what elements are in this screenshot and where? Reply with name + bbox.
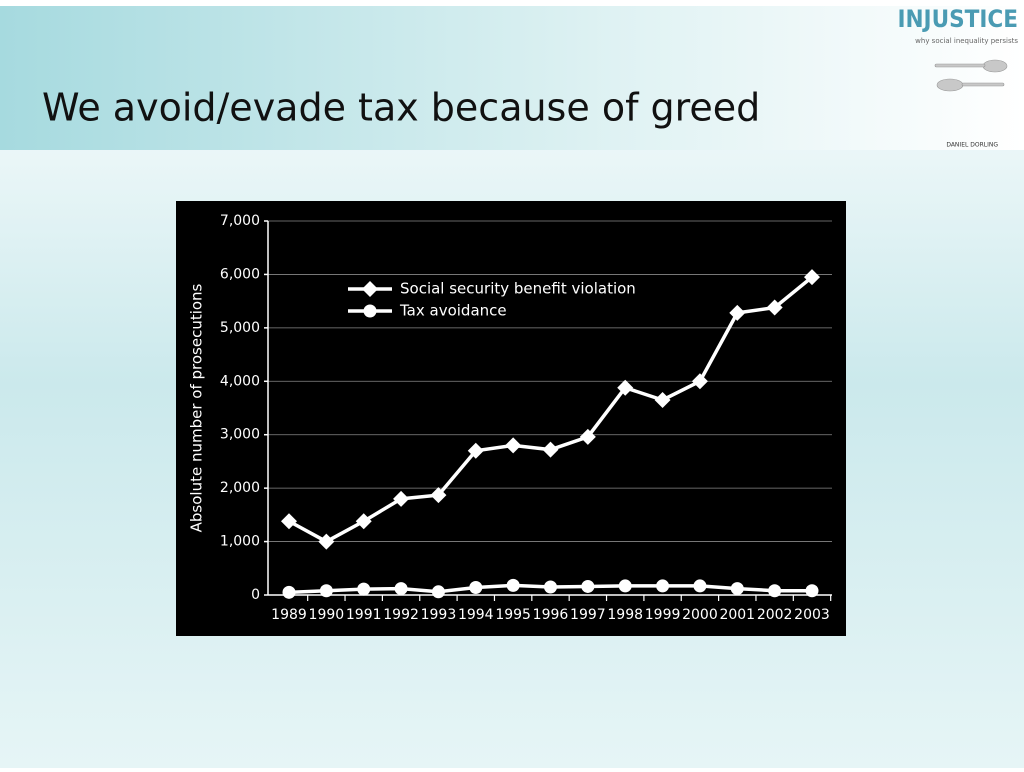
marker: [618, 579, 632, 593]
marker: [357, 582, 371, 596]
marker: [617, 379, 634, 396]
marker: [544, 580, 557, 594]
x-tick-label: 1999: [645, 607, 681, 623]
x-tick-label: 2002: [757, 607, 793, 623]
marker: [656, 579, 670, 593]
marker: [579, 428, 596, 445]
y-tick-label: 7,000: [220, 213, 260, 229]
y-tick-label: 2,000: [220, 480, 260, 496]
marker: [430, 487, 447, 504]
marker: [363, 304, 377, 318]
marker: [691, 373, 708, 390]
chart: 0 1,000 2,000 3,000 4,000 5,000 6,000 7,000 Abso…: [188, 213, 832, 623]
x-tick-label: 2001: [719, 607, 755, 623]
marker: [467, 442, 484, 459]
marker: [804, 269, 820, 286]
x-tick-label: 1997: [570, 607, 606, 623]
y-tick-label: 6,000: [220, 266, 260, 282]
marker: [431, 585, 445, 599]
x-tick-label: 1993: [421, 607, 457, 623]
tagline: why social inequality persists: [915, 37, 1018, 45]
marker: [362, 281, 378, 297]
marker: [318, 533, 335, 550]
x-tick-label: 1992: [383, 607, 419, 623]
banner: [0, 0, 1024, 150]
marker: [581, 579, 595, 593]
marker: [355, 513, 372, 530]
marker: [505, 437, 522, 454]
marker: [654, 391, 671, 408]
y-tick-label: 3,000: [220, 427, 260, 443]
x-tick-label: 1989: [271, 607, 307, 623]
x-tick-label: 2000: [682, 607, 718, 623]
y-tick-label: 5,000: [220, 320, 260, 336]
marker: [281, 513, 297, 530]
marker: [394, 582, 408, 596]
marker: [319, 584, 333, 598]
legend-label: Social security benefit violation: [400, 280, 636, 298]
chart-area: [176, 201, 846, 636]
logo: INJUSTICE: [897, 5, 1018, 33]
marker: [393, 490, 410, 507]
x-tick-label: 1996: [533, 607, 569, 623]
marker: [542, 441, 559, 458]
y-tick-label: 4,000: [220, 373, 260, 389]
x-tick-label: 1990: [309, 607, 345, 623]
y-tick-label: 1,000: [220, 534, 260, 550]
marker: [729, 304, 746, 321]
x-tick-label: 1991: [346, 607, 382, 623]
marker: [469, 581, 483, 595]
y-tick-label: 0: [251, 587, 260, 603]
x-tick-label: 2003: [794, 607, 830, 623]
x-tick-label: 1995: [495, 607, 531, 623]
marker: [768, 584, 782, 598]
banner-top: [0, 0, 1024, 6]
marker: [805, 584, 819, 598]
author: DANIEL DORLING: [946, 142, 998, 149]
y-axis-label: Absolute number of prosecutions: [188, 283, 206, 532]
marker: [506, 578, 520, 592]
spoons: [934, 59, 1008, 92]
x-tick-label: 1994: [458, 607, 494, 623]
marker: [730, 582, 744, 596]
marker: [766, 299, 783, 316]
x-tick-label: 1998: [607, 607, 643, 623]
slide-title: We avoid/evade tax because of greed: [42, 86, 760, 130]
marker: [693, 579, 707, 593]
marker: [282, 585, 296, 599]
legend-label: Tax avoidance: [399, 302, 507, 320]
